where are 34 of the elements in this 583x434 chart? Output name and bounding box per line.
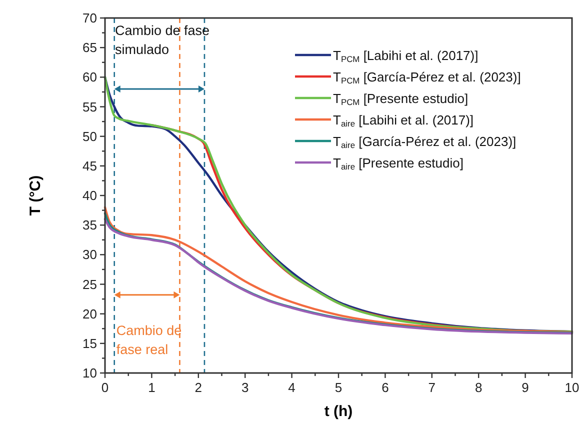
legend-label: T$_{PCM}$ [Labihi et al. (2017)]	[333, 48, 478, 64]
y-tick-label: 25	[82, 276, 97, 292]
y-tick-label: 30	[82, 247, 97, 262]
y-tick-label: 45	[82, 158, 97, 174]
y-tick-label: 35	[82, 218, 97, 233]
x-tick-label: 1	[148, 380, 156, 395]
legend-label: T$_{aire}$ [Presente estudio]	[333, 156, 464, 172]
x-tick-label: 6	[382, 380, 389, 395]
legend-label: T$_{PCM}$ [Presente estudio]	[333, 91, 468, 108]
y-tick-label: 70	[82, 10, 97, 26]
x-axis-title: t (h)	[324, 403, 353, 420]
x-tick-label: 8	[474, 380, 482, 395]
y-tick-label: 50	[82, 128, 97, 144]
annotation: Cambio de fase simulado	[115, 23, 210, 57]
legend-label: T$_{aire}$ [Labihi et al. (2017)]	[333, 112, 474, 129]
x-tick-label: 7	[428, 380, 436, 395]
x-tick-label: 4	[288, 380, 296, 395]
legend-label: T$_{aire}$ [García-Pérez et al. (2023)]	[333, 134, 516, 150]
y-tick-label: 20	[82, 306, 97, 322]
annotation: Cambio de fase real	[116, 322, 182, 357]
y-tick-label: 55	[82, 99, 97, 114]
y-tick-label: 10	[82, 366, 97, 380]
x-tick-label: 10	[564, 380, 580, 395]
y-tick-label: 40	[82, 188, 97, 203]
x-tick-label: 0	[101, 380, 109, 395]
y-tick-label: 60	[82, 70, 97, 85]
y-tick-label: 65	[82, 40, 97, 56]
x-tick-label: 9	[522, 380, 529, 395]
x-tick-label: 2	[194, 380, 202, 395]
y-axis-title: T (°C)	[27, 175, 44, 216]
y-tick-label: 15	[82, 336, 97, 351]
legend-label: T$_{PCM}$ [García-Pérez et al. (2023)]	[333, 70, 521, 86]
x-tick-label: 3	[241, 380, 249, 395]
x-tick-label: 5	[334, 380, 342, 395]
